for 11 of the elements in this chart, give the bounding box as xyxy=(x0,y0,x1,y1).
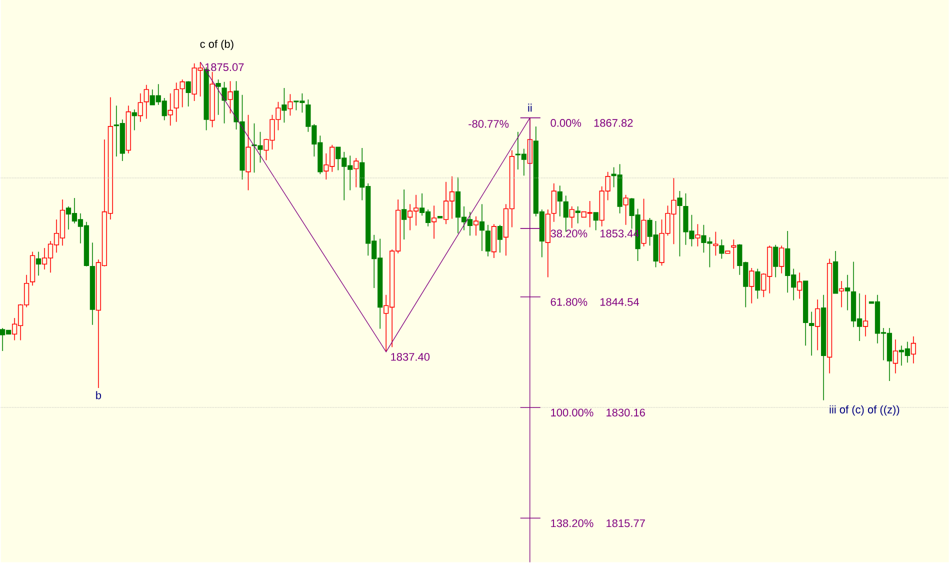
annotation: b xyxy=(96,391,102,400)
ref-line-label: 138.20% 1815.77 xyxy=(551,520,645,528)
annotation: ii xyxy=(528,104,532,112)
annotation: c of (b) xyxy=(200,40,234,50)
annotation: iii of (c) of ((z)) xyxy=(830,406,900,416)
ref-line-label: 0.00% 1867.82 xyxy=(550,119,633,127)
data-label: 1837.40 xyxy=(391,353,430,361)
ref-line-label: 61.80% 1844.54 xyxy=(550,298,640,306)
annotation: -80.77% xyxy=(468,120,509,128)
data-label: 1875.07 xyxy=(205,63,244,72)
ref-line-label: 100.00% 1830.16 xyxy=(551,408,645,417)
